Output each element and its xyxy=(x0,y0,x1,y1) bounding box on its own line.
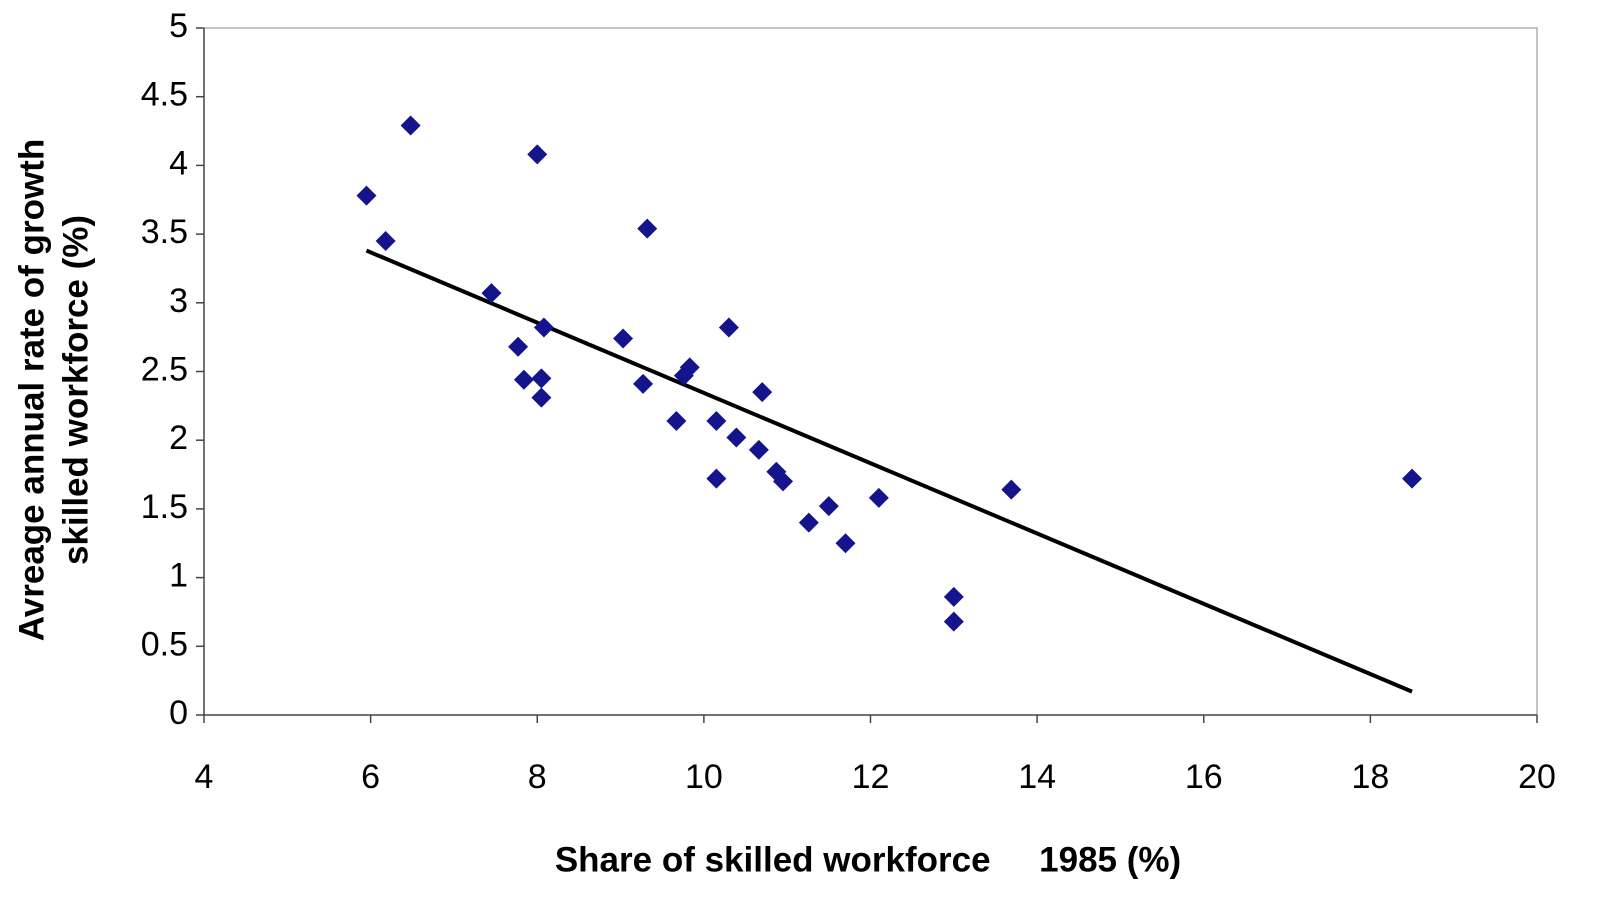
point xyxy=(527,144,548,165)
y-tick-label: 5 xyxy=(169,7,188,45)
y-tick-label: 2 xyxy=(169,419,188,457)
x-tick-label: 4 xyxy=(195,758,214,796)
y-tick-label: 2.5 xyxy=(141,350,188,388)
x-tick-label: 16 xyxy=(1185,758,1223,796)
point xyxy=(400,115,421,136)
trend-line xyxy=(365,248,1413,694)
y-tick-label: 1.5 xyxy=(141,488,188,526)
point xyxy=(773,471,794,492)
x-axis-title: Share of skilled workforce 1985 (%) xyxy=(555,840,1181,879)
point xyxy=(868,487,889,508)
point xyxy=(637,218,658,239)
x-tick-label: 12 xyxy=(852,758,890,796)
point xyxy=(666,410,687,431)
x-tick-label: 20 xyxy=(1518,758,1556,796)
point xyxy=(706,468,727,489)
point xyxy=(508,336,529,357)
point xyxy=(943,611,964,632)
y-tick-label: 4 xyxy=(169,144,188,182)
y-tick-label: 3 xyxy=(169,282,188,320)
plot-frame xyxy=(203,27,1538,716)
point xyxy=(513,369,534,390)
point xyxy=(706,410,727,431)
y-tick-label: 3.5 xyxy=(141,213,188,251)
y-tick-label: 1 xyxy=(169,557,188,595)
point xyxy=(818,496,839,517)
point xyxy=(748,439,769,460)
point xyxy=(1001,479,1022,500)
point xyxy=(835,533,856,554)
point xyxy=(1402,468,1423,489)
y-tick-label: 0 xyxy=(169,694,188,732)
x-tick-label: 6 xyxy=(361,758,380,796)
y-axis-title: skilled workforce (%) xyxy=(56,215,95,565)
point xyxy=(533,317,554,338)
point xyxy=(613,328,634,349)
y-tick-label: 4.5 xyxy=(141,76,188,114)
x-tick-label: 14 xyxy=(1018,758,1056,796)
point xyxy=(531,368,552,389)
x-tick-label: 18 xyxy=(1351,758,1389,796)
y-axis-title: Avreage annual rate of growth xyxy=(12,139,51,641)
point xyxy=(752,382,773,403)
point xyxy=(375,230,396,251)
point xyxy=(679,357,700,378)
point xyxy=(718,317,739,338)
point xyxy=(481,283,502,304)
point xyxy=(356,185,377,206)
x-tick-label: 8 xyxy=(528,758,547,796)
x-tick-label: 10 xyxy=(685,758,723,796)
point xyxy=(531,387,552,408)
point xyxy=(943,586,964,607)
y-tick-label: 0.5 xyxy=(141,625,188,663)
point xyxy=(633,373,654,394)
point xyxy=(726,427,747,448)
point xyxy=(798,512,819,533)
